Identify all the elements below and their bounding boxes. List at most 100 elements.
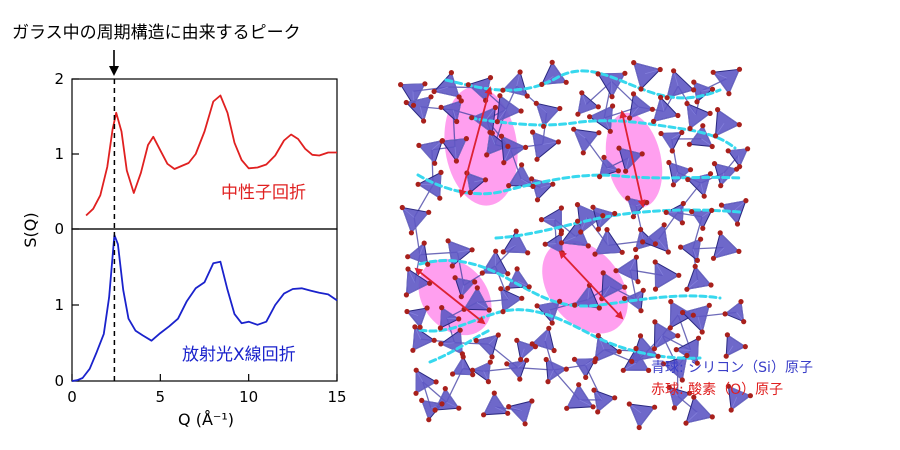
oxygen-atom bbox=[718, 183, 724, 189]
oxygen-atom bbox=[637, 333, 644, 339]
tetrahedron-edge bbox=[439, 330, 463, 355]
peak-arrow bbox=[109, 50, 119, 76]
oxygen-atom bbox=[439, 401, 445, 407]
tetrahedron-edge bbox=[573, 358, 598, 378]
oxygen-atom bbox=[486, 307, 492, 313]
ring-arrow bbox=[619, 110, 646, 208]
oxygen-atom bbox=[403, 99, 409, 106]
sio4-tetrahedron bbox=[690, 209, 713, 230]
oxygen-atom bbox=[600, 213, 606, 219]
oxygen-atom bbox=[736, 248, 742, 254]
oxygen-atom bbox=[422, 81, 428, 87]
oxygen-atom bbox=[522, 421, 528, 427]
oxygen-atom bbox=[684, 100, 690, 107]
oxygen-atom bbox=[667, 325, 673, 331]
oxygen-atom bbox=[413, 390, 419, 396]
oxygen-atom bbox=[591, 387, 597, 393]
oxygen-atom bbox=[453, 158, 459, 164]
oxygen-atom bbox=[745, 146, 751, 152]
xray-panel-label: 放射光X線回折 bbox=[182, 345, 296, 365]
tetrahedron-edge bbox=[728, 385, 752, 412]
oxygen-atom bbox=[438, 104, 444, 110]
oxygen-atom bbox=[652, 241, 659, 247]
oxygen-atom bbox=[601, 154, 607, 160]
sio4-tetrahedron bbox=[660, 131, 683, 152]
oxygen-atom bbox=[470, 372, 476, 378]
oxygen-atom bbox=[482, 177, 489, 183]
oxygen-atom bbox=[498, 286, 504, 292]
tetrahedron-edge bbox=[566, 383, 595, 409]
oxygen-atom bbox=[534, 197, 541, 203]
oxygen-atom bbox=[551, 347, 557, 354]
oxygen-atom bbox=[500, 249, 506, 255]
oxygen-atom bbox=[596, 305, 602, 311]
oxygen-atom bbox=[578, 229, 584, 235]
oxygen-atom bbox=[690, 312, 696, 318]
oxygen-atom bbox=[542, 241, 548, 247]
oxygen-atom bbox=[683, 420, 689, 426]
oxygen-atom bbox=[539, 81, 545, 87]
oxygen-atom bbox=[572, 302, 578, 308]
oxygen-atom bbox=[489, 354, 495, 360]
oxygen-atom bbox=[534, 156, 540, 162]
oxygen-atom bbox=[666, 159, 672, 166]
oxygen-atom bbox=[500, 87, 506, 93]
oxygen-atom bbox=[736, 66, 743, 72]
oxygen-atom bbox=[630, 214, 637, 220]
tetrahedron-edge bbox=[472, 361, 491, 384]
oxygen-atom bbox=[638, 308, 644, 314]
oxygen-atom bbox=[585, 243, 591, 249]
oxygen-atom bbox=[651, 118, 657, 124]
oxygen-atom bbox=[646, 367, 652, 373]
oxygen-atom bbox=[519, 162, 525, 168]
oxygen-atom bbox=[691, 87, 697, 93]
oxygen-atom bbox=[644, 199, 650, 206]
oxygen-atom bbox=[631, 60, 637, 66]
oxygen-atom bbox=[505, 143, 511, 149]
neutron-panel: 0 1 2 中性子回折 bbox=[54, 70, 338, 238]
tetrahedron-edge bbox=[539, 207, 562, 232]
oxygen-atom bbox=[619, 249, 625, 255]
tetrahedron-edge bbox=[506, 359, 528, 380]
oxygen-atom bbox=[593, 356, 599, 362]
tetrahedron-edge bbox=[502, 70, 528, 97]
oxygen-atom bbox=[620, 367, 626, 373]
tetrahedron-edge bbox=[621, 348, 650, 371]
tetrahedron-edge bbox=[714, 109, 741, 137]
oxygen-atom bbox=[694, 257, 701, 263]
tetrahedron-edge bbox=[535, 101, 561, 128]
oxygen-atom bbox=[629, 358, 635, 364]
oxygen-atom bbox=[574, 202, 581, 208]
oxygen-atom bbox=[615, 168, 622, 174]
oxygen-atom bbox=[734, 221, 741, 227]
oxygen-atom bbox=[525, 250, 531, 256]
oxygen-atom bbox=[438, 341, 444, 347]
legend-oxygen: 赤球: 酸素（O）原子 bbox=[651, 382, 783, 398]
oxygen-atom bbox=[680, 309, 686, 316]
oxygen-atom bbox=[633, 345, 639, 352]
oxygen-atom bbox=[679, 377, 685, 383]
oxygen-atom bbox=[621, 295, 628, 302]
oxygen-atom bbox=[636, 424, 642, 431]
tetrahedron-edge bbox=[592, 206, 616, 231]
tetrahedron-edge bbox=[532, 131, 560, 160]
oxygen-atom bbox=[694, 360, 700, 366]
oxygen-atom bbox=[595, 104, 601, 110]
chain-path bbox=[494, 208, 742, 240]
sio4-tetrahedron bbox=[471, 361, 491, 383]
tetrahedron-edge bbox=[633, 62, 662, 90]
oxygen-atom bbox=[576, 382, 582, 388]
oxygen-atom bbox=[563, 366, 569, 372]
oxygen-atom bbox=[428, 94, 434, 100]
y-tick-label: 2 bbox=[54, 70, 64, 88]
tetrahedron-edge bbox=[680, 238, 702, 262]
tetrahedron-edge bbox=[447, 240, 474, 267]
oxygen-atom bbox=[410, 347, 416, 353]
oxygen-atom bbox=[505, 410, 511, 416]
tetrahedron-edge bbox=[724, 300, 745, 324]
oxygen-atom bbox=[627, 115, 633, 121]
tetrahedron-edge bbox=[421, 399, 444, 420]
tetrahedron-edge bbox=[664, 203, 684, 224]
oxygen-atom bbox=[454, 118, 460, 125]
